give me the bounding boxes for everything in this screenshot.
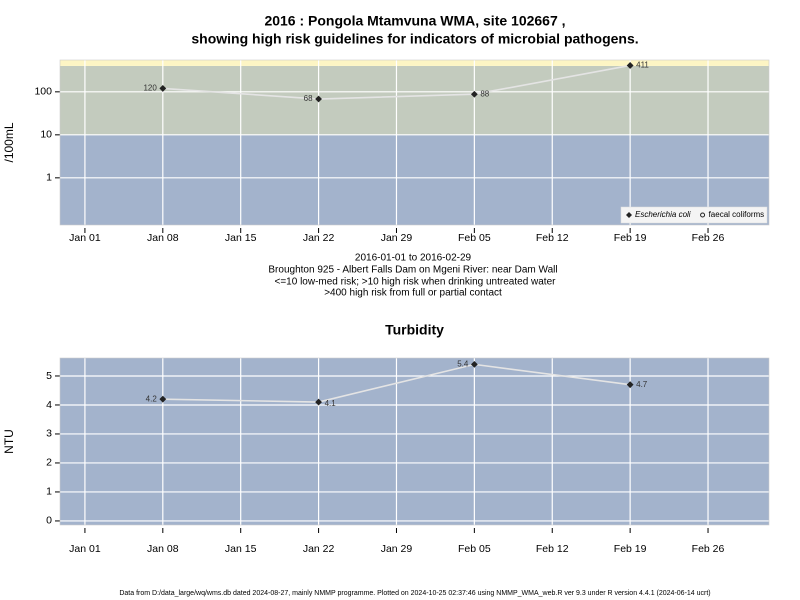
value-label: 5.4	[457, 359, 469, 368]
x-tick-label: Feb 26	[692, 543, 725, 555]
y-axis-label: /100mL	[2, 122, 16, 162]
value-label: 4.1	[325, 399, 337, 408]
x-tick-label: Jan 22	[303, 232, 335, 244]
y-tick-label: 2	[46, 457, 52, 469]
x-tick-label: Feb 05	[458, 232, 491, 244]
y-tick-label: 100	[34, 86, 52, 98]
chart-title: 2016 : Pongola Mtamvuna WMA, site 102667…	[264, 13, 565, 29]
value-label: 68	[304, 94, 313, 103]
data-point	[470, 90, 478, 98]
x-tick-label: Jan 01	[69, 543, 101, 555]
x-tick-label: Feb 26	[692, 232, 725, 244]
value-label: 120	[143, 84, 157, 93]
x-tick-label: Jan 01	[69, 232, 101, 244]
note: Broughton 925 - Albert Falls Dam on Mgen…	[268, 265, 557, 276]
chart-title: showing high risk guidelines for indicat…	[191, 31, 638, 47]
y-tick-label: 1	[46, 486, 52, 498]
x-tick-label: Feb 05	[458, 543, 491, 555]
data-point	[315, 95, 322, 103]
x-tick-label: Jan 15	[225, 543, 257, 555]
legend-marker	[626, 212, 632, 218]
x-tick-label: Jan 22	[303, 543, 335, 555]
y-axis-label: NTU	[2, 429, 16, 454]
x-tick-label: Feb 12	[536, 543, 569, 555]
legend-label: faecal coliforms	[709, 210, 765, 219]
x-tick-label: Jan 08	[147, 543, 179, 555]
value-label: 4.7	[636, 380, 648, 389]
risk-band	[60, 65, 769, 135]
x-tick-label: Feb 12	[536, 232, 569, 244]
value-label: 4.2	[146, 394, 158, 403]
data-point	[626, 381, 634, 389]
data-point	[315, 398, 322, 406]
legend-box	[620, 206, 768, 224]
chart-title: Turbidity	[385, 322, 444, 338]
value-label: 88	[480, 89, 489, 98]
y-tick-label: 10	[40, 129, 52, 141]
y-tick-label: 3	[46, 428, 52, 440]
note: >400 high risk from full or partial cont…	[324, 288, 502, 299]
legend-label: Escherichia coli	[635, 210, 691, 219]
series-line	[162, 64, 631, 100]
y-tick-label: 4	[46, 399, 52, 411]
x-tick-label: Jan 29	[381, 543, 413, 555]
note: <=10 low-med risk; >10 high risk when dr…	[275, 277, 557, 288]
data-point	[159, 85, 167, 92]
data-point	[470, 360, 478, 368]
series-line	[162, 363, 631, 403]
y-tick-label: 1	[46, 172, 52, 184]
y-tick-label: 5	[46, 370, 52, 382]
footer: Data from D:/data_large/wq/wms.db dated …	[119, 590, 710, 597]
data-point	[159, 395, 167, 403]
x-tick-label: Feb 19	[614, 543, 647, 555]
x-tick-label: Feb 19	[614, 232, 647, 244]
note: 2016-01-01 to 2016-02-29	[355, 253, 472, 264]
value-label: 411	[636, 61, 649, 70]
legend-marker	[700, 212, 706, 218]
plot-frame	[59, 357, 770, 526]
x-tick-label: Jan 29	[381, 232, 413, 244]
y-tick-label: 0	[46, 515, 52, 527]
x-tick-label: Jan 08	[147, 232, 179, 244]
data-point	[626, 62, 634, 69]
risk-band	[60, 358, 769, 525]
x-tick-label: Jan 15	[225, 232, 257, 244]
legend: Escherichia coli faecal coliforms	[620, 206, 768, 224]
risk-band	[60, 60, 769, 66]
plot-frame	[59, 59, 770, 226]
